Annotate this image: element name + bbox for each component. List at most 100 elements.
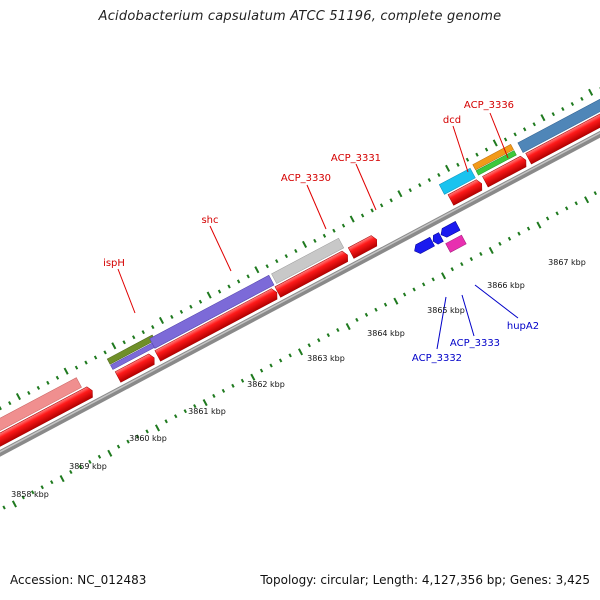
major-tick <box>107 449 113 457</box>
steel-blue-feature <box>517 81 600 153</box>
major-tick <box>158 316 165 325</box>
minor-tick <box>221 388 226 393</box>
scale-label: 3861 kbp <box>188 407 226 416</box>
minor-tick <box>0 406 2 411</box>
minor-tick <box>580 96 584 101</box>
major-tick <box>540 114 546 122</box>
cds-feature <box>274 250 348 298</box>
major-tick <box>63 367 69 375</box>
minor-tick <box>30 490 35 495</box>
minor-tick <box>240 378 245 383</box>
green-feature <box>475 150 517 176</box>
reverse-cds-feature <box>414 236 435 254</box>
scale-label: 3863 kbp <box>307 354 345 363</box>
minor-tick <box>332 228 336 233</box>
minor-tick <box>135 434 140 439</box>
cds-feature <box>447 179 483 206</box>
minor-tick <box>78 464 83 469</box>
minor-tick <box>421 282 426 287</box>
leader-line <box>306 184 327 230</box>
minor-tick <box>198 299 203 304</box>
minor-tick <box>564 206 569 211</box>
minor-tick <box>412 287 416 292</box>
minor-tick <box>313 238 317 243</box>
major-tick <box>349 215 355 223</box>
map-title: Acidobacterium capsulatum ATCC 51196, co… <box>98 9 502 24</box>
minor-tick <box>427 178 432 183</box>
cds-feature <box>482 155 527 188</box>
minor-tick <box>317 338 321 343</box>
gene-label-ACP_3331: ACP_3331 <box>331 153 381 164</box>
scale-label: 3865 kbp <box>427 306 465 315</box>
leader-line <box>452 125 469 173</box>
minor-tick <box>93 355 98 360</box>
minor-tick <box>174 414 178 419</box>
cyan-feature <box>438 167 476 195</box>
scale-label: 3862 kbp <box>247 380 285 389</box>
minor-tick <box>103 350 107 355</box>
gene-label-ACP_3336: ACP_3336 <box>464 100 514 111</box>
major-tick <box>397 190 403 198</box>
cds-feature <box>114 353 155 383</box>
topology-text: Topology: circular; Length: 4,127,356 bp… <box>260 573 590 587</box>
major-tick <box>206 291 212 299</box>
minor-tick <box>545 216 550 221</box>
minor-tick <box>336 328 340 333</box>
minor-tick <box>555 211 559 216</box>
minor-tick <box>450 267 454 272</box>
leader-line <box>436 296 447 350</box>
major-tick <box>536 221 542 229</box>
leader-line <box>461 294 475 337</box>
minor-tick <box>217 289 222 294</box>
pink-feature <box>0 377 82 468</box>
minor-tick <box>88 459 92 464</box>
minor-tick <box>465 157 470 162</box>
minor-tick <box>74 365 79 370</box>
gene-label-hupA2: hupA2 <box>507 321 539 332</box>
minor-tick <box>522 127 527 132</box>
minor-tick <box>498 241 502 246</box>
major-tick <box>297 348 304 356</box>
gene-label-dcd: dcd <box>443 115 461 126</box>
leader-line <box>209 225 232 272</box>
minor-tick <box>40 485 44 490</box>
scale-label: 3860 kbp <box>129 434 167 443</box>
minor-tick <box>55 375 60 380</box>
scale-label: 3867 kbp <box>548 258 586 267</box>
major-tick <box>15 392 21 401</box>
minor-tick <box>288 353 292 358</box>
minor-tick <box>2 505 6 510</box>
purple-feature-shc <box>149 274 275 349</box>
minor-tick <box>513 132 517 137</box>
minor-tick <box>151 325 155 330</box>
gene-label-ACP_3332: ACP_3332 <box>412 353 462 364</box>
reverse-scale-ticks <box>2 191 598 510</box>
minor-tick <box>170 314 174 319</box>
leader-line <box>474 284 519 319</box>
minor-tick <box>183 409 187 414</box>
minor-tick <box>307 343 311 348</box>
minor-tick <box>294 248 298 254</box>
minor-tick <box>370 208 374 213</box>
minor-tick <box>418 183 422 188</box>
minor-tick <box>265 264 269 269</box>
major-tick <box>588 88 594 96</box>
leader-line <box>355 163 377 211</box>
gene-label-ACP_3330: ACP_3330 <box>281 173 331 184</box>
minor-tick <box>341 223 346 228</box>
minor-tick <box>484 147 489 152</box>
minor-tick <box>456 162 460 167</box>
minor-tick <box>278 358 283 363</box>
minor-tick <box>132 335 136 340</box>
minor-tick <box>437 172 441 177</box>
minor-tick <box>21 495 25 500</box>
minor-tick <box>27 390 31 395</box>
scale-label: 3864 kbp <box>367 329 405 338</box>
minor-tick <box>517 231 521 236</box>
minor-tick <box>126 439 130 444</box>
minor-tick <box>141 330 145 335</box>
major-tick <box>302 240 308 248</box>
gene-label-ACP_3333: ACP_3333 <box>450 338 500 349</box>
minor-tick <box>561 107 565 112</box>
